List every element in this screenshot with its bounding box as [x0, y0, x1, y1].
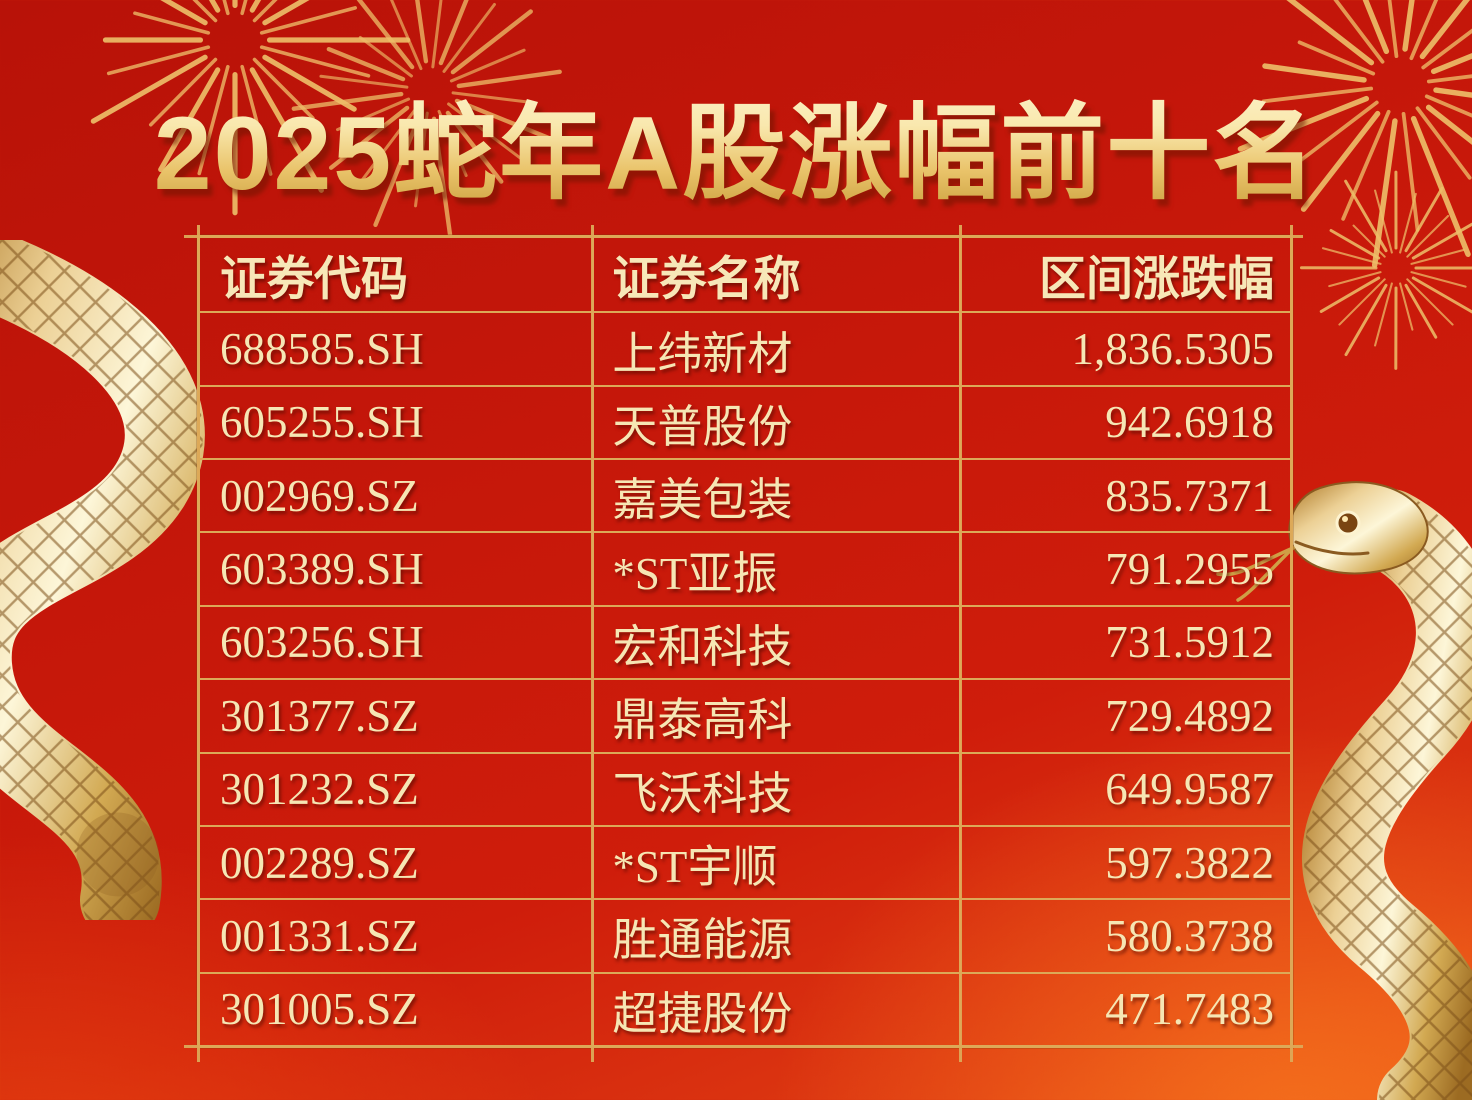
table-cell: 603389.SH	[200, 531, 593, 604]
poster-title: 2025蛇年A股涨幅前十名	[0, 68, 1472, 219]
table-cell: 301377.SZ	[200, 678, 593, 751]
header-cell-change: 区间涨跌幅	[958, 238, 1290, 312]
table-border-line	[184, 1045, 1303, 1048]
table-cell: 宏和科技	[592, 604, 959, 679]
table-cell: 上纬新材	[592, 311, 959, 385]
table-border-line	[958, 225, 962, 1062]
table-cell: 688585.SH	[200, 311, 593, 384]
table-cell: 301005.SZ	[200, 971, 593, 1045]
table-cell: 580.3738	[958, 898, 1290, 972]
table-cell: 835.7371	[958, 458, 1290, 532]
table-border-line	[197, 225, 200, 1062]
table-cell: 鼎泰高科	[592, 678, 959, 752]
table-cell: 649.9587	[958, 751, 1290, 825]
header-cell-name: 证券名称	[592, 238, 958, 312]
table-cell: 002289.SZ	[200, 824, 593, 898]
table-cell: 301232.SZ	[200, 751, 593, 825]
table-border-line	[184, 235, 1303, 238]
stock-table-grid: 证券代码 证券名称 区间涨跌幅 688585.SH 上纬新材 1,836.530…	[197, 235, 1293, 1048]
table-cell: 729.4892	[958, 678, 1290, 752]
table-cell: 603256.SH	[200, 604, 593, 678]
table-cell: 791.2955	[958, 531, 1290, 605]
table-cell: 飞沃科技	[592, 751, 959, 825]
table-cell: 471.7483	[958, 971, 1290, 1045]
table-cell: 胜通能源	[592, 898, 959, 972]
table-cell: 天普股份	[592, 384, 959, 459]
table-border-line	[590, 225, 594, 1062]
table-cell: 942.6918	[958, 384, 1290, 459]
table-cell: *ST宇顺	[592, 824, 959, 899]
table-cell: 1,836.5305	[958, 311, 1290, 385]
table-cell: 731.5912	[958, 604, 1290, 679]
table-cell: 597.3822	[958, 824, 1290, 899]
table-border-line	[1290, 225, 1293, 1062]
table-cell: 超捷股份	[592, 971, 959, 1045]
table-cell: 605255.SH	[200, 384, 593, 458]
table-cell: *ST亚振	[592, 531, 959, 605]
header-cell-code: 证券代码	[220, 254, 408, 307]
table-cell: 001331.SZ	[200, 898, 593, 971]
ranking-table: 证券代码 证券名称 区间涨跌幅 688585.SH 上纬新材 1,836.530…	[184, 225, 1303, 1062]
table-cell: 002969.SZ	[200, 458, 593, 531]
table-cell: 嘉美包装	[592, 458, 959, 532]
